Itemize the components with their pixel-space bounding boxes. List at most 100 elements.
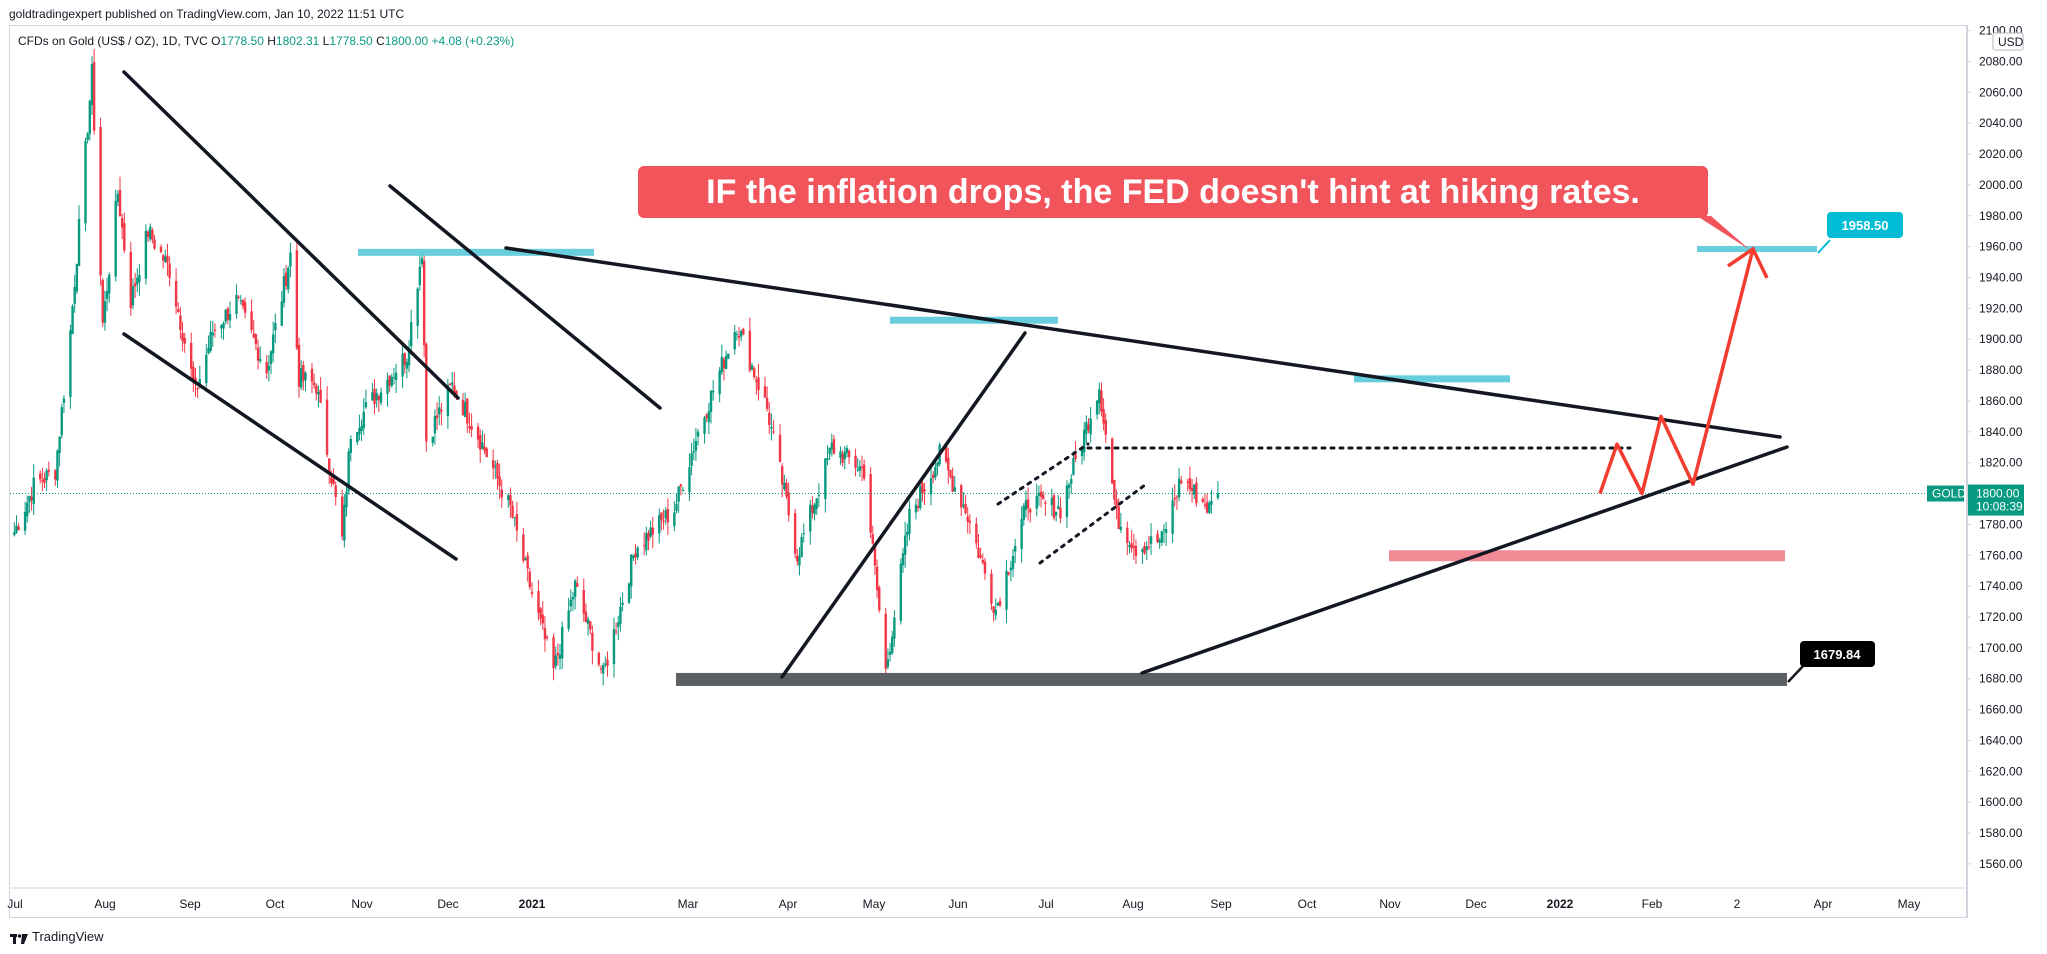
candle-body — [871, 534, 874, 544]
candle-body — [45, 470, 48, 481]
candle-body — [675, 503, 678, 512]
candle-body — [778, 434, 782, 462]
candle-body — [996, 602, 1000, 606]
y-tick-label: 2000.00 — [1979, 178, 2023, 192]
candle-body — [1050, 497, 1054, 506]
candle-body — [677, 486, 680, 502]
candle-body — [403, 352, 406, 366]
candle-body — [207, 348, 210, 354]
candle-body — [573, 580, 577, 597]
resistance-zone — [358, 248, 594, 256]
candle-body — [916, 505, 920, 508]
candle-body — [73, 286, 76, 304]
x-tick-label: Feb — [1642, 897, 1663, 911]
candle-body — [975, 523, 978, 544]
x-tick-label: 2022 — [1547, 897, 1574, 911]
candle-body — [198, 379, 202, 385]
candle-body — [750, 365, 754, 370]
candle-body — [860, 467, 864, 469]
trendline — [122, 70, 460, 400]
candle-body — [1208, 502, 1211, 513]
candle-body — [601, 665, 605, 674]
candle-body — [28, 495, 31, 503]
x-tick-label: Dec — [437, 897, 458, 911]
candle-body — [599, 668, 603, 670]
candle-body — [422, 260, 426, 346]
candle-body — [621, 602, 624, 605]
candle-body — [692, 451, 695, 453]
x-tick-label: May — [1898, 897, 1921, 911]
candle-body — [735, 333, 739, 335]
candle-body — [815, 498, 818, 509]
candle-body — [537, 591, 540, 613]
annotation-callout[interactable] — [638, 166, 1708, 218]
candle-body — [479, 435, 482, 450]
candle-body — [1171, 500, 1174, 534]
candle-body — [1102, 409, 1105, 424]
candle-body — [146, 231, 150, 237]
candle-body — [569, 599, 573, 607]
open-label: O — [211, 34, 221, 48]
annotation-text: IF the inflation drops, the FED doesn't … — [706, 173, 1640, 211]
candle-body — [591, 632, 594, 651]
candle-body — [304, 372, 307, 381]
candle-body — [752, 368, 756, 378]
candle-body — [284, 272, 288, 287]
axes-layer: 2100.002080.002060.002040.002020.002000.… — [7, 24, 2024, 911]
candle-body — [317, 392, 320, 395]
candle-body — [1007, 572, 1010, 575]
candle-body — [817, 495, 821, 497]
y-tick-label: 2020.00 — [1979, 147, 2023, 161]
candle-body — [463, 402, 467, 417]
candle-body — [179, 315, 182, 331]
annotation-pointer — [1697, 216, 1750, 250]
candle-body — [576, 583, 579, 587]
candle-body — [582, 589, 585, 614]
candle-body — [919, 486, 922, 509]
target-tag-label: 1958.50 — [1842, 218, 1889, 233]
candle-body — [947, 457, 950, 471]
candle-body — [47, 469, 51, 472]
candle-body — [356, 432, 359, 443]
candle-body — [435, 415, 439, 419]
candle-body — [500, 489, 503, 498]
trendline — [504, 246, 1782, 439]
x-tick-label: Nov — [351, 897, 372, 911]
candle-body — [470, 426, 473, 430]
candle-body — [41, 480, 44, 482]
candle-body — [1098, 389, 1101, 404]
trendline — [122, 332, 458, 561]
candle-body — [1070, 479, 1073, 484]
candle-body — [888, 651, 892, 656]
candle-body — [711, 390, 715, 393]
support-tag — [1800, 641, 1875, 667]
candle-body — [491, 460, 495, 469]
candle-body — [310, 368, 314, 382]
candle-body — [813, 504, 816, 515]
tradingview-logo[interactable]: TradingView — [10, 929, 104, 944]
candle-body — [164, 256, 167, 262]
candle-body — [108, 274, 111, 294]
candle-body — [239, 300, 242, 302]
y-tick-label: 1700.00 — [1979, 641, 2023, 655]
candle-body — [1192, 484, 1196, 495]
candle-body — [511, 505, 514, 518]
y-tick-label: 1660.00 — [1979, 703, 2023, 717]
chart-pane[interactable] — [9, 25, 1967, 918]
candle-body — [1044, 502, 1047, 504]
candle-body — [334, 485, 337, 497]
candle-body — [1029, 509, 1032, 513]
candle-body — [826, 458, 829, 460]
candle-body — [1147, 546, 1151, 548]
candle-body — [1195, 482, 1198, 504]
candle-body — [617, 622, 620, 628]
candle-body — [923, 489, 926, 492]
candle-body — [226, 308, 230, 320]
trendline — [1140, 445, 1789, 675]
candle-body — [772, 431, 775, 433]
candle-body — [1145, 546, 1148, 551]
candle-body — [934, 466, 937, 478]
candle-body — [524, 558, 527, 560]
candle-body — [768, 412, 771, 425]
